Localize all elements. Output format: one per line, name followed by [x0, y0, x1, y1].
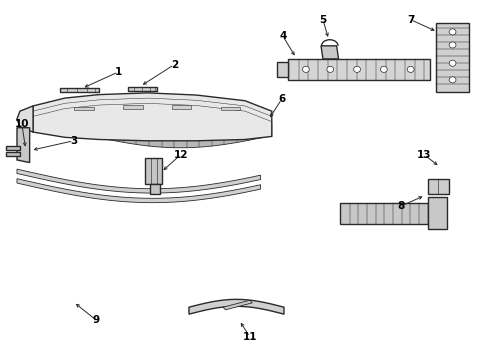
Text: 2: 2: [171, 59, 178, 69]
Polygon shape: [17, 169, 261, 193]
Polygon shape: [189, 300, 284, 314]
Circle shape: [354, 66, 361, 72]
Polygon shape: [428, 197, 447, 229]
Polygon shape: [17, 179, 261, 203]
Circle shape: [449, 29, 456, 35]
Polygon shape: [223, 300, 252, 310]
Text: 10: 10: [15, 119, 29, 129]
Polygon shape: [428, 179, 449, 194]
Bar: [172, 105, 192, 109]
Polygon shape: [89, 124, 272, 148]
Polygon shape: [340, 203, 434, 224]
Text: 8: 8: [397, 201, 405, 211]
Circle shape: [407, 66, 414, 72]
Polygon shape: [17, 106, 33, 132]
Polygon shape: [60, 87, 99, 92]
Bar: [123, 105, 143, 109]
Polygon shape: [6, 152, 20, 156]
Text: 6: 6: [278, 94, 285, 104]
Text: 1: 1: [115, 67, 122, 77]
Polygon shape: [277, 62, 288, 77]
Text: 12: 12: [173, 150, 188, 160]
Circle shape: [449, 60, 456, 66]
Polygon shape: [33, 93, 272, 141]
Polygon shape: [288, 59, 430, 80]
Circle shape: [302, 66, 309, 72]
Bar: [220, 107, 240, 110]
Polygon shape: [145, 158, 162, 184]
Polygon shape: [436, 23, 469, 92]
Text: 5: 5: [319, 15, 326, 25]
Bar: [74, 107, 94, 110]
Text: 4: 4: [279, 31, 287, 41]
Text: 9: 9: [93, 315, 100, 325]
Text: 3: 3: [70, 136, 77, 146]
Polygon shape: [150, 184, 160, 194]
Polygon shape: [128, 87, 157, 91]
Polygon shape: [17, 128, 30, 163]
Circle shape: [449, 77, 456, 83]
Circle shape: [449, 42, 456, 48]
Polygon shape: [6, 146, 20, 149]
Text: 13: 13: [417, 150, 432, 160]
Polygon shape: [321, 46, 339, 59]
Circle shape: [327, 66, 334, 72]
Text: 7: 7: [407, 15, 415, 25]
Circle shape: [380, 66, 387, 72]
Text: 11: 11: [243, 332, 257, 342]
